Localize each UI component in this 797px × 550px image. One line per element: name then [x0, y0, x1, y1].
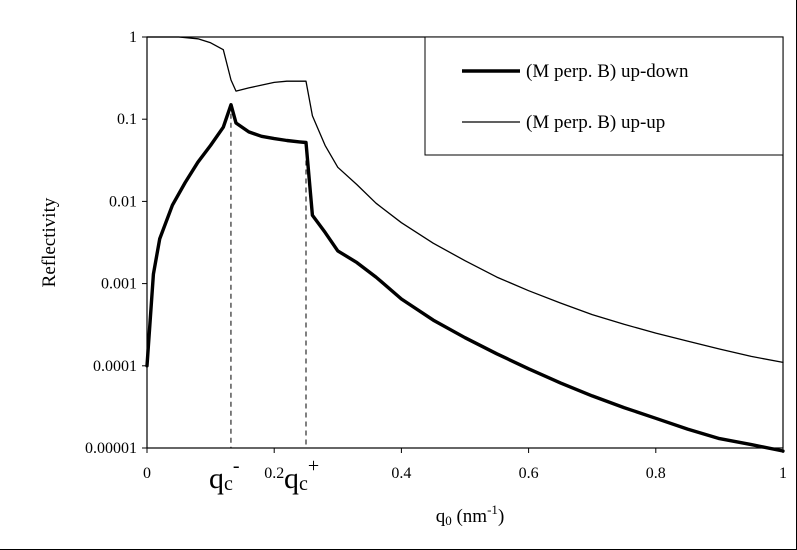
- x-axis-label-unit-close: ): [498, 506, 504, 527]
- x-axis-label: q0 (nm-1): [436, 502, 505, 528]
- y-axis-label: Reflectivity: [39, 197, 60, 287]
- series-line-up-up: [146, 36, 784, 364]
- critical-edge-annotations: qc-qc+: [209, 104, 319, 495]
- x-tick-label: 0.6: [519, 465, 539, 482]
- y-tick-label: 0.0001: [93, 358, 137, 375]
- series-line-up-down: [145, 102, 785, 453]
- legend-box: [424, 36, 784, 156]
- legend: (M perp. B) up-down (M perp. B) up-up: [424, 36, 784, 156]
- y-tick-label: 0.01: [109, 193, 137, 210]
- y-tick-label: 0.00001: [85, 440, 137, 457]
- x-axis-ticks: 0 0.2 0.4 0.6 0.8 1: [143, 448, 787, 482]
- x-tick-label: 0.2: [264, 465, 284, 482]
- y-tick-label: 0.1: [117, 111, 137, 128]
- y-axis-ticks: 1 0.1 0.01 0.001 0.0001 0.00001: [85, 29, 147, 457]
- legend-label-up-down: (M perp. B) up-down: [526, 61, 689, 82]
- x-tick-label: 0.8: [646, 465, 666, 482]
- critical-edge-label: qc+: [284, 455, 319, 495]
- critical-edge-label: qc-: [209, 455, 240, 495]
- y-tick-label: 0.001: [101, 276, 137, 293]
- x-axis-label-q: q: [436, 506, 446, 527]
- series: [145, 36, 785, 453]
- x-axis-label-unit: (nm: [452, 506, 488, 527]
- x-axis-label-unit-exp: -1: [487, 502, 498, 517]
- y-tick-label: 1: [129, 29, 137, 46]
- x-axis-label-sub: 0: [445, 513, 452, 528]
- legend-label-up-up: (M perp. B) up-up: [526, 112, 665, 133]
- x-tick-label: 0: [143, 465, 151, 482]
- x-tick-label: 1: [779, 465, 787, 482]
- x-tick-label: 0.4: [391, 465, 411, 482]
